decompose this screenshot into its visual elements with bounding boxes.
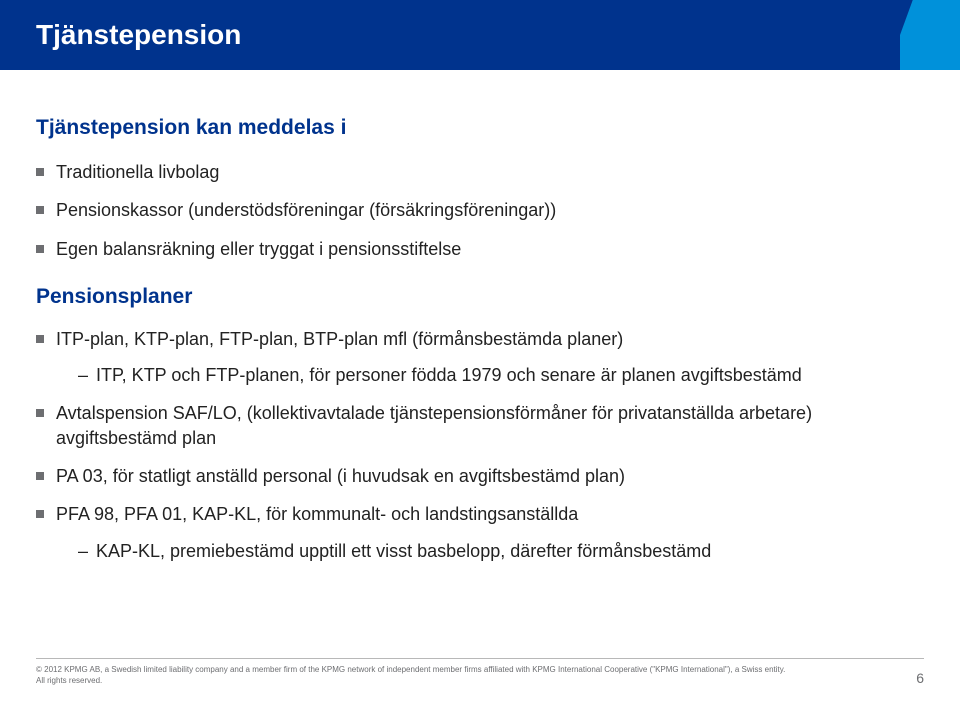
list-item: Pensionskassor (understödsföreningar (fö… — [36, 198, 900, 222]
list-item: PA 03, för statligt anställd personal (i… — [36, 464, 900, 488]
footer-row: © 2012 KPMG AB, a Swedish limited liabil… — [36, 665, 924, 686]
list-item: PFA 98, PFA 01, KAP-KL, för kommunalt- o… — [36, 502, 900, 563]
list-item-text: ITP-plan, KTP-plan, FTP-plan, BTP-plan m… — [56, 329, 623, 349]
footer-copyright: © 2012 KPMG AB, a Swedish limited liabil… — [36, 665, 796, 686]
slide-footer: © 2012 KPMG AB, a Swedish limited liabil… — [36, 658, 924, 686]
sub-list-item: KAP-KL, premiebestämd upptill ett visst … — [78, 539, 900, 563]
slide-content: Tjänstepension kan meddelas i Traditione… — [0, 70, 960, 563]
list-item: Avtalspension SAF/LO, (kollektivavtalade… — [36, 401, 900, 450]
slide-header: Tjänstepension — [0, 0, 960, 70]
sub-list: ITP, KTP och FTP-planen, för personer fö… — [56, 363, 900, 387]
footer-divider — [36, 658, 924, 659]
intro-list: Traditionella livbolag Pensionskassor (u… — [36, 160, 900, 261]
list-item: Egen balansräkning eller tryggat i pensi… — [36, 237, 900, 261]
header-accent — [900, 0, 960, 70]
sub-list-item: ITP, KTP och FTP-planen, för personer fö… — [78, 363, 900, 387]
list-item: Traditionella livbolag — [36, 160, 900, 184]
plans-heading: Pensionsplaner — [36, 285, 900, 309]
list-item-text: PFA 98, PFA 01, KAP-KL, för kommunalt- o… — [56, 504, 578, 524]
page-title: Tjänstepension — [36, 19, 241, 51]
intro-heading: Tjänstepension kan meddelas i — [36, 116, 900, 140]
list-item: ITP-plan, KTP-plan, FTP-plan, BTP-plan m… — [36, 327, 900, 388]
sub-list: KAP-KL, premiebestämd upptill ett visst … — [56, 539, 900, 563]
plans-list: ITP-plan, KTP-plan, FTP-plan, BTP-plan m… — [36, 327, 900, 563]
page-number: 6 — [916, 670, 924, 686]
